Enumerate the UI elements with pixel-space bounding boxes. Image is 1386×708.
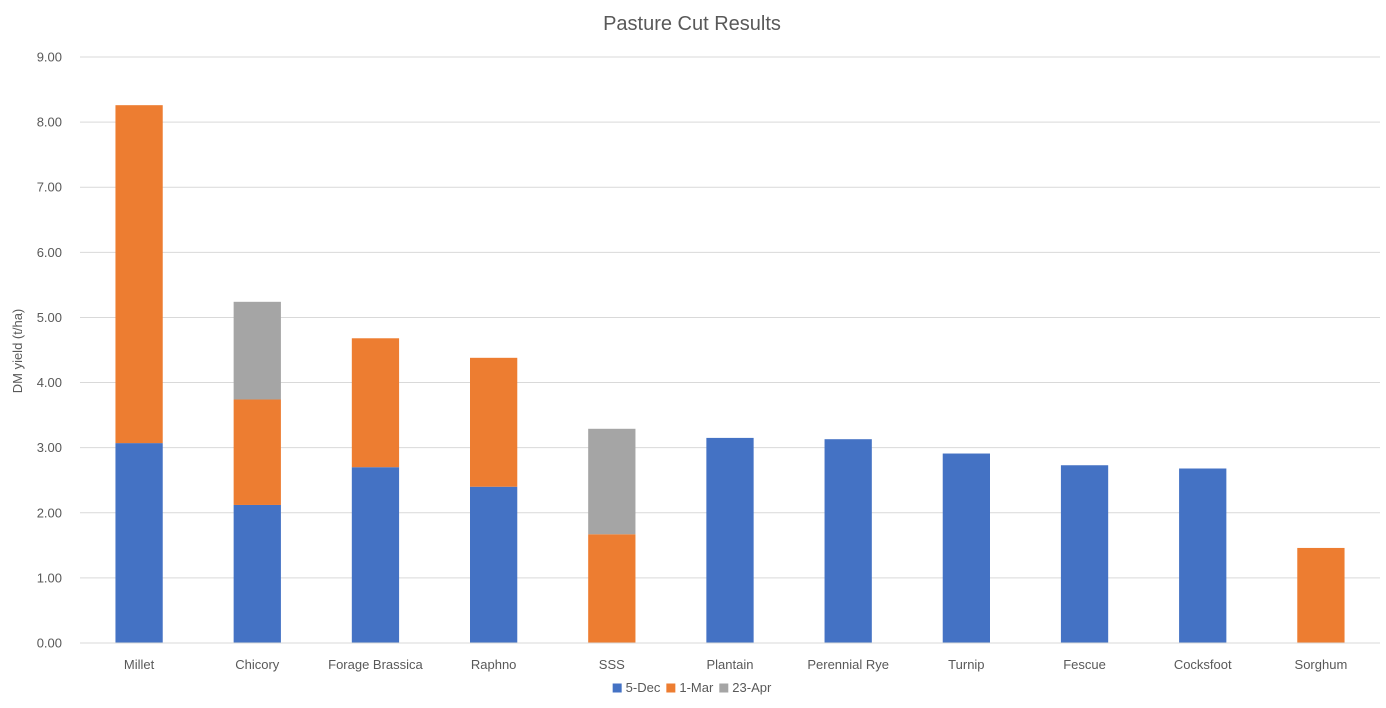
bar-fescue-5-dec [1060, 465, 1109, 643]
legend-label: 1-Mar [679, 680, 714, 695]
bar-chicory-23-apr [233, 301, 281, 400]
y-axis-title: DM yield (t/ha) [10, 309, 25, 394]
bar-raphno-5-dec [470, 486, 518, 643]
legend-label: 5-Dec [626, 680, 661, 695]
bar-cocksfoot-5-dec [1179, 468, 1227, 643]
y-tick-label: 3.00 [37, 440, 62, 455]
legend-label: 23-Apr [732, 680, 772, 695]
x-tick-label: Cocksfoot [1174, 657, 1232, 672]
y-tick-label: 1.00 [37, 570, 62, 585]
y-tick-label: 2.00 [37, 505, 62, 520]
chart-title: Pasture Cut Results [603, 13, 781, 35]
bar-sorghum-1-mar [1297, 547, 1345, 643]
x-tick-label: Turnip [948, 657, 984, 672]
legend-swatch [666, 683, 676, 693]
x-tick-label: Forage Brassica [328, 657, 423, 672]
y-tick-label: 5.00 [37, 310, 62, 325]
bar-forage-brassica-1-mar [351, 338, 400, 468]
bar-turnip-5-dec [942, 453, 990, 643]
legend-swatch [612, 683, 622, 693]
y-tick-label: 7.00 [37, 180, 62, 195]
x-tick-label: SSS [599, 657, 625, 672]
x-tick-label: Fescue [1063, 657, 1106, 672]
y-tick-label: 0.00 [37, 636, 62, 651]
bar-plantain-5-dec [706, 437, 754, 643]
bar-millet-1-mar [115, 105, 163, 444]
legend-item: 5-Dec [612, 680, 661, 695]
x-tick-label: Raphno [471, 657, 517, 672]
y-tick-label: 6.00 [37, 245, 62, 260]
bar-chicory-5-dec [233, 504, 281, 643]
x-tick-label: Plantain [707, 657, 754, 672]
x-axis-ticks: Millet Chicory Forage Brassica Raphno SSS Pla… [124, 657, 1347, 672]
bar-forage-brassica-5-dec [351, 467, 400, 643]
x-tick-label: Perennial Rye [807, 657, 889, 672]
bar-raphno-1-mar [470, 357, 518, 487]
bars [115, 105, 1345, 643]
y-tick-label: 4.00 [37, 375, 62, 390]
bar-chicory-1-mar [233, 399, 281, 505]
y-axis-ticks: 0.00 1.00 2.00 3.00 4.00 5.00 6.00 7.00 8.00 9.00 [37, 50, 62, 651]
bar-perennial-rye-5-dec [824, 439, 872, 643]
bar-millet-5-dec [115, 443, 163, 643]
bar-sss-1-mar [588, 534, 636, 643]
legend: 5-Dec 1-Mar 23-Apr [612, 680, 772, 695]
x-tick-label: Chicory [235, 657, 280, 672]
x-tick-label: Millet [124, 657, 155, 672]
legend-swatch [719, 683, 729, 693]
legend-item: 1-Mar [666, 680, 714, 695]
y-tick-label: 9.00 [37, 50, 62, 65]
y-tick-label: 8.00 [37, 115, 62, 130]
gridlines [80, 56, 1380, 579]
legend-item: 23-Apr [719, 680, 772, 695]
x-tick-label: Sorghum [1295, 657, 1348, 672]
bar-sss-23-apr [588, 428, 636, 535]
